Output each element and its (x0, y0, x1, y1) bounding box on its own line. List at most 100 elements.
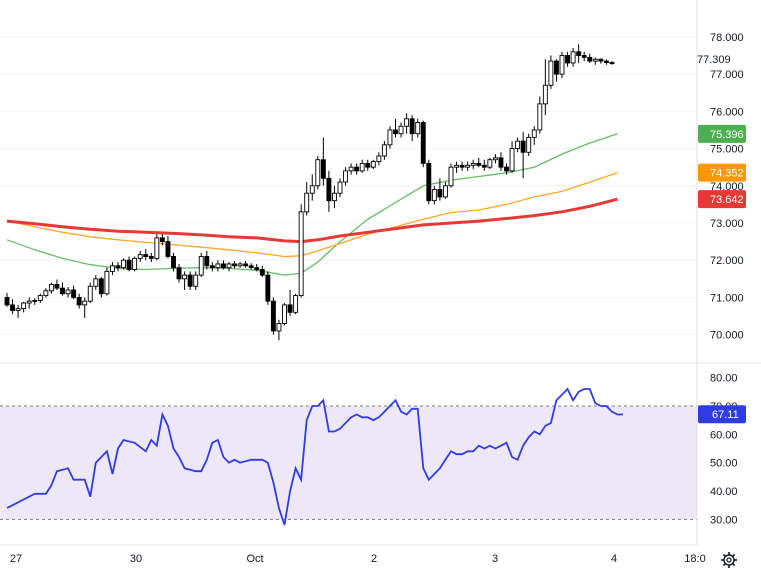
candle[interactable] (270, 297, 276, 335)
candle[interactable] (587, 53, 593, 63)
candle[interactable] (481, 159, 487, 171)
candle[interactable] (465, 161, 471, 171)
candle[interactable] (548, 55, 554, 90)
candle[interactable] (504, 163, 509, 175)
candle[interactable] (542, 59, 548, 116)
candle[interactable] (248, 263, 254, 270)
candle[interactable] (470, 159, 476, 170)
candle[interactable] (215, 260, 221, 272)
candle[interactable] (387, 126, 393, 149)
candle[interactable] (492, 154, 498, 164)
candle[interactable] (143, 249, 149, 261)
candle[interactable] (282, 303, 287, 326)
candle[interactable] (198, 252, 204, 277)
candle[interactable] (176, 263, 182, 283)
candle[interactable] (376, 152, 382, 166)
candle[interactable] (259, 265, 265, 277)
candle[interactable] (187, 271, 193, 290)
candle[interactable] (15, 304, 21, 318)
candle[interactable] (537, 96, 543, 134)
candle[interactable] (320, 137, 326, 186)
candle[interactable] (93, 275, 99, 290)
candle[interactable] (393, 118, 398, 138)
candle[interactable] (60, 282, 65, 296)
candle[interactable] (21, 301, 27, 313)
candle[interactable] (243, 260, 249, 268)
rsi-line[interactable] (6, 387, 623, 526)
candle[interactable] (65, 287, 71, 298)
candle[interactable] (26, 297, 32, 309)
candlestick-series[interactable] (4, 44, 615, 341)
candle[interactable] (454, 161, 459, 173)
candle[interactable] (431, 185, 437, 205)
candle[interactable] (276, 319, 282, 341)
candle[interactable] (581, 51, 587, 62)
candle[interactable] (404, 113, 410, 134)
candle[interactable] (420, 120, 426, 168)
candle[interactable] (326, 170, 332, 212)
candle[interactable] (165, 236, 171, 259)
candle[interactable] (487, 157, 493, 170)
candle[interactable] (609, 61, 615, 65)
candle[interactable] (98, 276, 104, 298)
candle[interactable] (315, 156, 321, 190)
candle[interactable] (115, 262, 121, 272)
candle[interactable] (237, 262, 243, 268)
candle[interactable] (4, 292, 10, 307)
candle[interactable] (531, 126, 537, 145)
candle[interactable] (204, 250, 210, 270)
candle[interactable] (298, 204, 304, 298)
candle[interactable] (10, 299, 16, 315)
candle[interactable] (71, 285, 77, 300)
candle[interactable] (126, 256, 132, 272)
candle[interactable] (104, 267, 110, 296)
candle[interactable] (426, 159, 432, 205)
candle[interactable] (82, 297, 88, 318)
candle[interactable] (476, 157, 482, 168)
candle[interactable] (354, 163, 360, 175)
candle[interactable] (37, 293, 43, 304)
candle[interactable] (76, 293, 82, 309)
candle[interactable] (293, 293, 299, 315)
candle[interactable] (148, 252, 154, 263)
candle[interactable] (193, 271, 199, 290)
candle[interactable] (448, 163, 454, 188)
candle[interactable] (520, 131, 526, 179)
candle[interactable] (220, 260, 226, 270)
candle[interactable] (592, 57, 598, 65)
candle[interactable] (443, 182, 448, 199)
candle[interactable] (509, 141, 515, 173)
candle[interactable] (54, 279, 60, 290)
candle[interactable] (370, 159, 376, 170)
candle[interactable] (137, 250, 143, 263)
candle[interactable] (132, 256, 138, 272)
candle[interactable] (337, 178, 343, 197)
candle[interactable] (598, 58, 604, 64)
rsi-line-path[interactable] (6, 387, 623, 526)
candle[interactable] (526, 133, 532, 156)
candle[interactable] (171, 252, 176, 272)
candle[interactable] (304, 182, 310, 216)
candle[interactable] (498, 152, 504, 171)
candle[interactable] (87, 282, 93, 304)
candle[interactable] (570, 48, 576, 67)
candle[interactable] (154, 234, 160, 261)
candle[interactable] (254, 263, 260, 272)
candle[interactable] (365, 159, 371, 171)
candle[interactable] (43, 288, 49, 298)
candle[interactable] (209, 262, 215, 272)
candle[interactable] (348, 163, 354, 175)
candle[interactable] (265, 271, 271, 305)
candle[interactable] (48, 282, 54, 294)
candle[interactable] (437, 178, 443, 201)
candle[interactable] (182, 271, 188, 290)
candle[interactable] (159, 234, 165, 246)
candle[interactable] (415, 118, 421, 138)
candle[interactable] (515, 137, 521, 153)
candle[interactable] (559, 51, 565, 78)
candle[interactable] (121, 258, 127, 270)
candle[interactable] (232, 260, 238, 269)
candle[interactable] (332, 185, 337, 209)
candle[interactable] (359, 159, 365, 173)
candle[interactable] (381, 141, 387, 160)
